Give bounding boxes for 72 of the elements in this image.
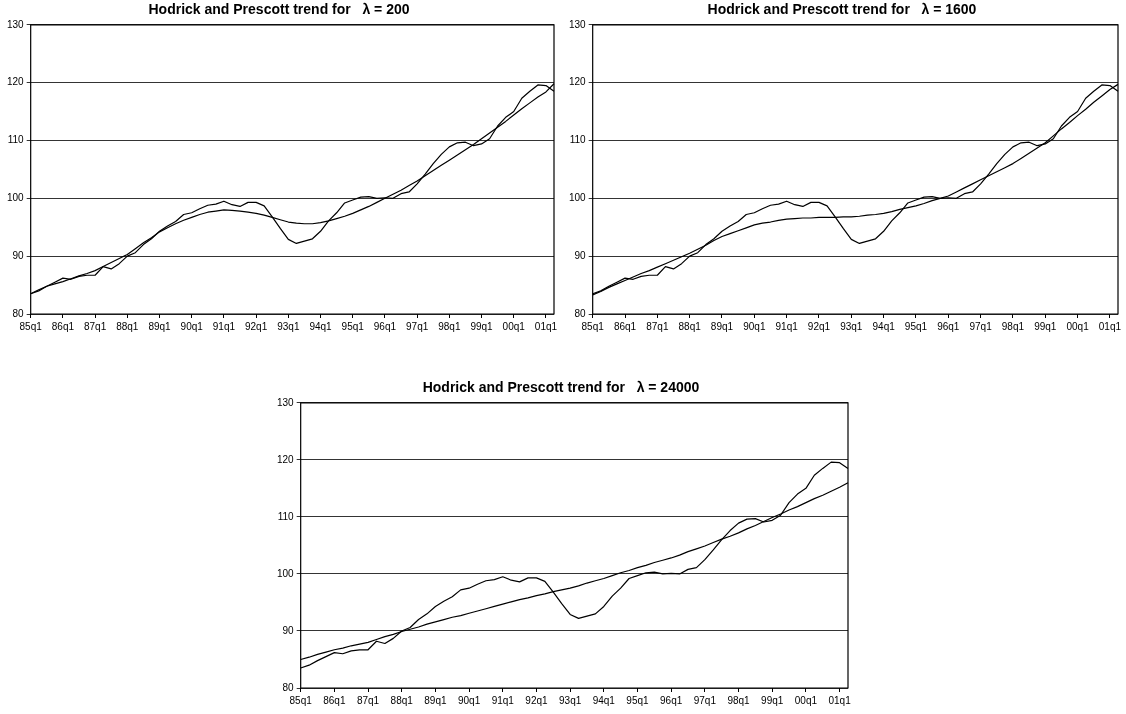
x-tick-label: 85q1 — [581, 320, 605, 332]
x-tick-label: 86q1 — [613, 320, 637, 332]
x-tick-label: 87q1 — [646, 320, 669, 332]
y-tick-label: 130 — [277, 396, 295, 408]
y-tick-label: 80 — [574, 307, 587, 319]
y-tick-label: 100 — [7, 192, 25, 204]
x-tick-label: 90q1 — [743, 320, 766, 332]
x-tick-label: 89q1 — [710, 320, 734, 332]
x-tick-label: 88q1 — [116, 320, 139, 332]
x-tick-label: 95q1 — [341, 320, 365, 332]
x-tick-label: 86q1 — [323, 694, 346, 706]
x-tick-label: 88q1 — [678, 320, 702, 332]
y-tick-label: 110 — [277, 510, 295, 522]
chart-title: Hodrick and Prescott trend for λ = 1600 — [707, 1, 977, 18]
x-tick-label: 95q1 — [626, 694, 650, 706]
x-tick-label: 01q1 — [534, 320, 558, 332]
x-tick-label: 89q1 — [148, 320, 172, 332]
x-tick-label: 93q1 — [840, 320, 863, 332]
y-tick-label: 80 — [12, 307, 25, 319]
x-tick-label: 85q1 — [289, 694, 313, 706]
y-tick-label: 100 — [277, 567, 295, 579]
x-tick-label: 92q1 — [525, 694, 549, 706]
x-tick-label: 99q1 — [761, 694, 784, 706]
x-tick-label: 98q1 — [727, 694, 751, 706]
x-tick-label: 93q1 — [277, 320, 300, 332]
x-tick-label: 94q1 — [309, 320, 333, 332]
x-tick-label: 97q1 — [693, 694, 717, 706]
x-tick-label: 85q1 — [19, 320, 43, 332]
x-tick-label: 01q1 — [828, 694, 852, 706]
x-tick-label: 87q1 — [356, 694, 380, 706]
y-tick-label: 90 — [282, 624, 295, 636]
x-tick-label: 97q1 — [969, 320, 993, 332]
x-tick-label: 87q1 — [83, 320, 107, 332]
x-tick-label: 92q1 — [807, 320, 831, 332]
y-tick-label: 120 — [277, 453, 295, 465]
x-tick-label: 96q1 — [660, 694, 683, 706]
x-tick-label: 96q1 — [373, 320, 397, 332]
x-tick-label: 88q1 — [390, 694, 414, 706]
x-tick-label: 92q1 — [244, 320, 268, 332]
y-tick-label: 90 — [574, 249, 587, 261]
x-tick-label: 93q1 — [559, 694, 582, 706]
y-tick-label: 100 — [569, 192, 587, 204]
x-tick-label: 96q1 — [937, 320, 960, 332]
x-tick-label: 98q1 — [438, 320, 461, 332]
y-tick-label: 110 — [569, 134, 587, 146]
y-tick-label: 90 — [12, 249, 25, 261]
x-tick-label: 99q1 — [470, 320, 494, 332]
x-tick-label: 00q1 — [794, 694, 818, 706]
x-tick-label: 94q1 — [592, 694, 616, 706]
y-tick-label: 110 — [7, 134, 25, 146]
x-tick-label: 91q1 — [491, 694, 515, 706]
y-tick-label: 130 — [7, 18, 25, 30]
x-tick-label: 97q1 — [406, 320, 429, 332]
y-tick-label: 120 — [569, 76, 587, 88]
x-tick-label: 94q1 — [872, 320, 896, 332]
x-tick-label: 00q1 — [502, 320, 526, 332]
y-tick-label: 120 — [7, 76, 25, 88]
x-tick-label: 99q1 — [1034, 320, 1057, 332]
x-tick-label: 91q1 — [775, 320, 799, 332]
x-tick-label: 90q1 — [180, 320, 204, 332]
x-tick-label: 98q1 — [1001, 320, 1025, 332]
x-tick-label: 91q1 — [212, 320, 236, 332]
x-tick-label: 01q1 — [1098, 320, 1122, 332]
chart-title: Hodrick and Prescott trend for λ = 24000 — [422, 379, 700, 396]
y-tick-label: 130 — [569, 18, 587, 30]
chart-title: Hodrick and Prescott trend for λ = 200 — [148, 1, 410, 18]
y-tick-label: 80 — [282, 681, 295, 693]
x-tick-label: 90q1 — [457, 694, 481, 706]
x-tick-label: 00q1 — [1066, 320, 1090, 332]
x-tick-label: 95q1 — [904, 320, 928, 332]
x-tick-label: 89q1 — [424, 694, 447, 706]
x-tick-label: 86q1 — [51, 320, 75, 332]
